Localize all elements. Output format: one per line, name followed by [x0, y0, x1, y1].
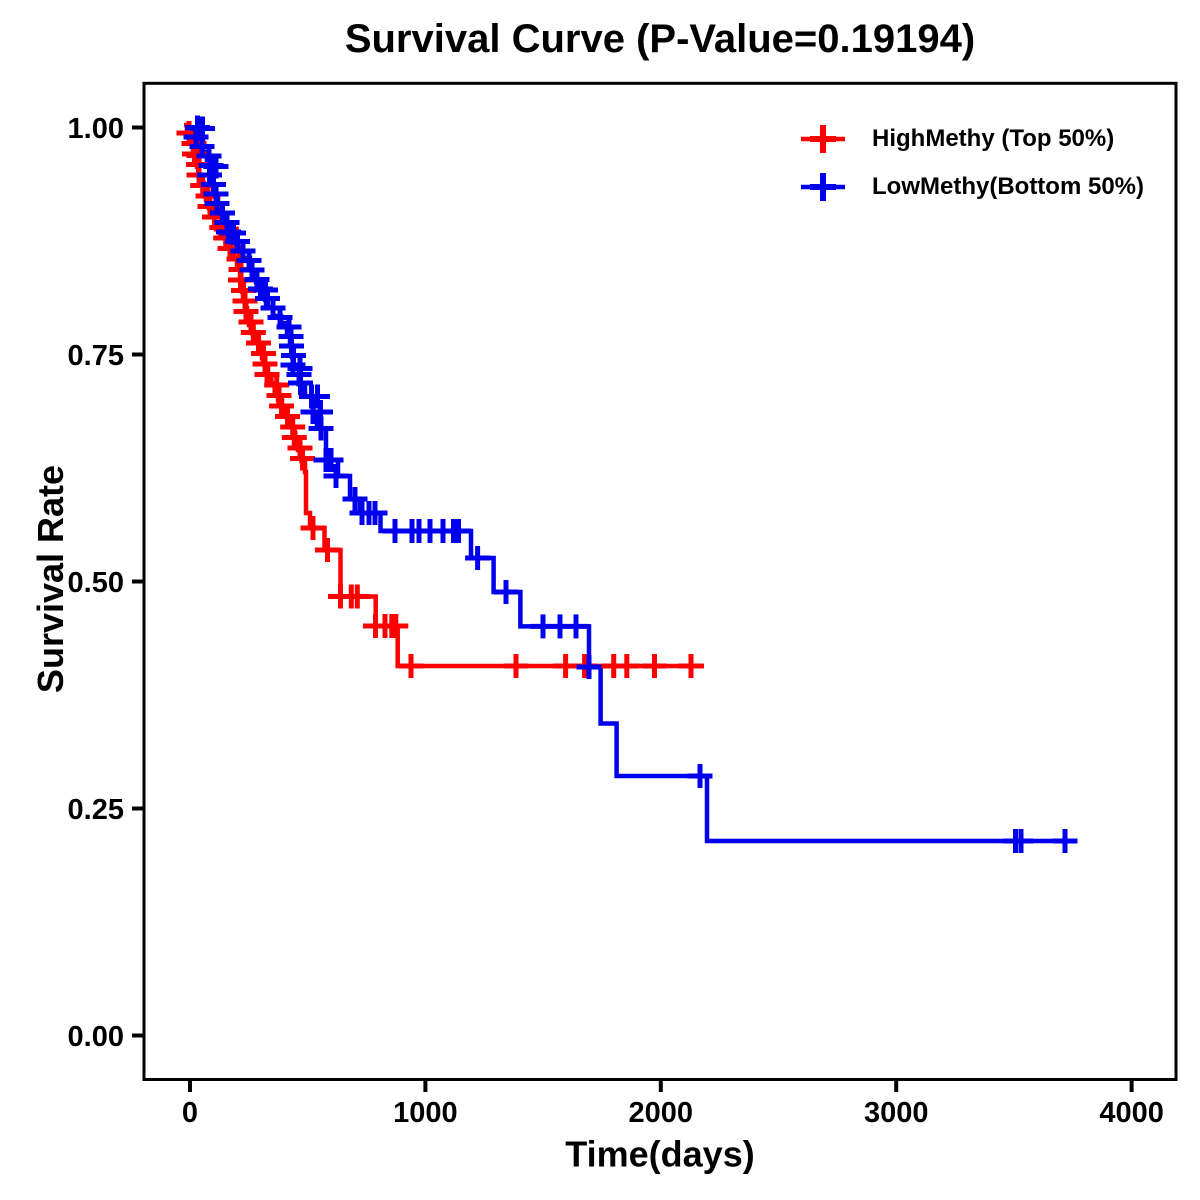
svg-text:Survival Curve (P-Value=0.1919: Survival Curve (P-Value=0.19194)	[345, 17, 975, 61]
svg-text:0.00: 0.00	[68, 1021, 124, 1053]
svg-text:1.00: 1.00	[68, 113, 124, 145]
svg-text:1000: 1000	[393, 1097, 458, 1129]
svg-text:0: 0	[182, 1097, 198, 1129]
svg-text:0.25: 0.25	[68, 794, 124, 826]
svg-text:4000: 4000	[1099, 1097, 1164, 1129]
svg-text:0.50: 0.50	[68, 567, 124, 599]
svg-text:0.75: 0.75	[68, 340, 124, 372]
svg-text:3000: 3000	[864, 1097, 929, 1129]
svg-text:2000: 2000	[629, 1097, 694, 1129]
svg-text:Time(days): Time(days)	[565, 1134, 754, 1175]
svg-text:HighMethy (Top 50%): HighMethy (Top 50%)	[872, 125, 1114, 152]
svg-text:Survival Rate: Survival Rate	[30, 465, 71, 693]
svg-text:LowMethy(Bottom 50%): LowMethy(Bottom 50%)	[872, 173, 1144, 200]
